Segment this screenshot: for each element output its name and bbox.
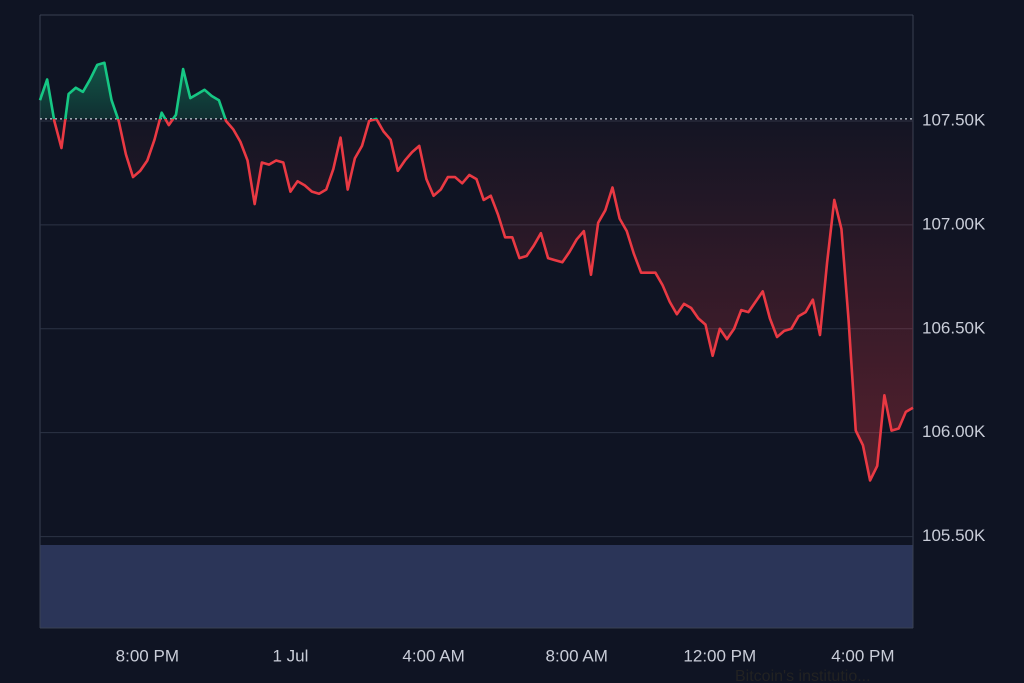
y-tick-label: 107.00K	[922, 214, 986, 233]
baseline-area	[40, 62, 913, 481]
x-tick-label: 1 Jul	[272, 646, 308, 665]
price-line	[38, 61, 914, 482]
volume-band	[40, 545, 913, 628]
y-tick-label: 107.50K	[922, 110, 986, 129]
x-tick-label: 4:00 AM	[402, 646, 464, 665]
y-tick-label: 106.50K	[922, 318, 986, 337]
y-tick-label: 105.50K	[922, 526, 986, 545]
y-tick-label: 106.00K	[922, 422, 986, 441]
x-tick-label: 8:00 AM	[545, 646, 607, 665]
news-annotation: Bitcoin's institutio...	[735, 668, 871, 683]
x-tick-label: 12:00 PM	[683, 646, 756, 665]
x-tick-label: 4:00 PM	[831, 646, 894, 665]
x-tick-label: 8:00 PM	[116, 646, 179, 665]
